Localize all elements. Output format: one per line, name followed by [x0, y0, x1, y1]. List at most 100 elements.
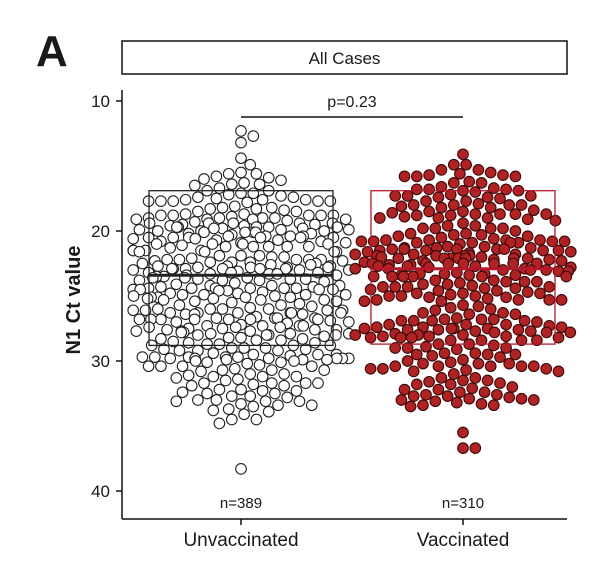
data-point	[524, 242, 537, 254]
data-point	[457, 442, 469, 454]
data-point	[509, 282, 522, 295]
data-point	[521, 230, 534, 243]
data-point	[367, 235, 380, 248]
data-point	[127, 232, 140, 245]
data-point	[331, 221, 344, 233]
data-point	[235, 136, 247, 149]
data-point	[222, 188, 235, 201]
data-point	[225, 178, 238, 191]
data-point	[309, 336, 321, 349]
data-point	[155, 360, 167, 373]
data-point	[304, 258, 317, 271]
data-point	[478, 282, 491, 295]
data-point	[410, 378, 423, 391]
data-point	[429, 395, 442, 408]
data-point	[484, 360, 497, 373]
data-point	[192, 205, 204, 218]
data-point	[170, 316, 183, 328]
data-point	[509, 208, 522, 220]
data-point	[429, 274, 442, 287]
data-point	[432, 323, 445, 336]
data-point	[457, 426, 469, 439]
data-point	[472, 164, 485, 176]
data-point	[527, 204, 540, 217]
data-point	[284, 230, 297, 243]
data-point	[487, 339, 500, 352]
data-point	[358, 295, 371, 308]
data-point	[127, 264, 140, 276]
data-point	[136, 351, 149, 363]
data-point	[151, 303, 164, 315]
data-point	[139, 304, 152, 317]
data-point	[370, 321, 383, 334]
data-point	[484, 303, 497, 315]
data-point	[312, 195, 324, 207]
data-point	[278, 368, 290, 380]
data-point	[220, 353, 233, 366]
data-point	[407, 314, 420, 327]
data-point	[235, 187, 247, 200]
data-point	[475, 229, 488, 241]
data-point	[225, 342, 238, 354]
data-point	[235, 398, 247, 410]
data-point	[269, 290, 281, 302]
data-point	[170, 221, 183, 233]
y-tick-label: 40	[91, 482, 110, 501]
data-point	[157, 294, 170, 306]
data-point	[438, 313, 451, 326]
data-point	[167, 231, 180, 244]
x-tick-label: Unvaccinated	[183, 530, 298, 551]
data-point	[497, 307, 509, 319]
data-point	[229, 321, 242, 334]
data-point	[487, 313, 500, 326]
data-point	[503, 391, 516, 404]
data-point	[512, 323, 525, 336]
data-point	[299, 193, 312, 206]
data-point	[188, 216, 201, 228]
data-point	[447, 229, 460, 241]
data-point	[192, 329, 204, 341]
y-ticks: 10 20 30 40	[91, 92, 122, 501]
data-point	[256, 385, 269, 397]
data-point	[321, 304, 334, 317]
points-0	[127, 125, 355, 475]
data-point	[173, 344, 186, 357]
data-point	[435, 164, 448, 176]
data-point	[232, 351, 244, 363]
data-point	[247, 348, 260, 361]
data-point	[312, 348, 324, 361]
data-point	[397, 270, 410, 283]
data-point	[247, 240, 260, 253]
data-point	[330, 352, 343, 365]
data-point	[527, 394, 540, 406]
data-point	[410, 287, 423, 300]
data-point	[531, 275, 543, 288]
data-point	[244, 158, 257, 171]
data-point	[161, 253, 173, 266]
data-point	[318, 364, 331, 376]
data-point	[269, 387, 281, 400]
data-point	[472, 357, 485, 370]
data-point	[497, 169, 509, 181]
data-point	[170, 395, 183, 408]
data-point	[176, 239, 188, 252]
data-point	[444, 288, 457, 301]
data-point	[367, 270, 380, 283]
data-point	[198, 377, 210, 389]
data-point	[290, 205, 303, 218]
data-point	[239, 226, 251, 239]
data-point	[484, 201, 497, 214]
data-point	[497, 222, 509, 235]
data-point	[275, 356, 287, 369]
data-point	[407, 248, 420, 261]
data-point	[407, 270, 419, 283]
data-point	[309, 323, 321, 336]
data-point	[188, 295, 201, 308]
data-point	[262, 352, 275, 365]
data-point	[472, 300, 485, 313]
data-point	[148, 351, 161, 363]
data-point	[262, 171, 275, 184]
data-point	[444, 378, 457, 391]
p-value-annotation: p=0.23	[327, 94, 376, 111]
data-point	[521, 213, 534, 226]
